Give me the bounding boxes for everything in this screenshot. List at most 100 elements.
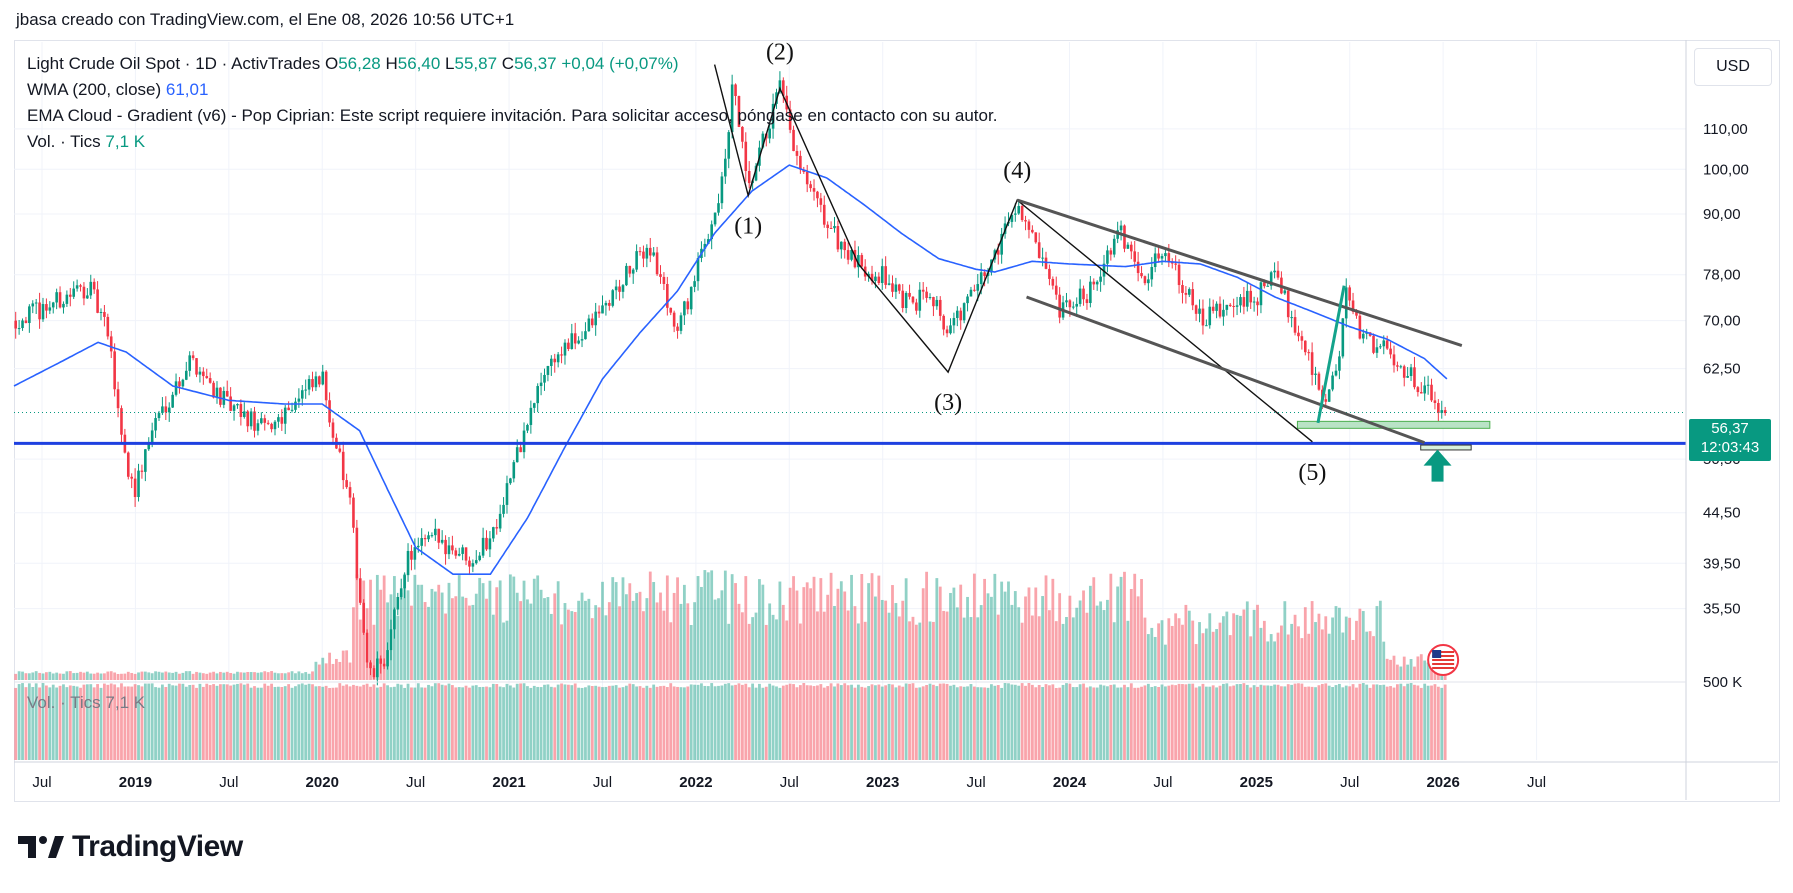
candle-body [734,84,737,97]
volume-pane-bar [1068,683,1072,760]
candle-body [546,365,550,375]
volume-bar [972,573,976,680]
legend-volume-pane[interactable]: Vol. · Tics 7,1 K [27,693,145,713]
volume-pane-bar [314,686,318,760]
volume-pane-bar [1399,683,1403,760]
legend-volume[interactable]: Vol. · Tics 7,1 K [27,132,145,152]
volume-pane-bar [744,683,748,760]
candle-body [1051,278,1055,286]
candle-body [959,310,963,321]
volume-pane-bar [174,685,178,760]
volume-pane-bar [655,686,659,760]
candle-body [932,297,935,307]
high-label: H [385,54,398,73]
candle-body [522,430,526,453]
volume-pane-bar [1126,687,1130,760]
volume-bar [795,590,799,680]
volume-pane-bar [1153,686,1157,760]
volume-bar [911,616,915,680]
volume-pane-bar [471,685,475,760]
volume-pane-bar [239,683,243,760]
volume-pane-bar [242,684,246,760]
volume-bar [710,570,714,680]
volume-pane-bar [365,683,369,760]
volume-pane-bar [860,686,864,760]
volume-pane-bar [1358,683,1362,760]
volume-bar [1194,644,1198,680]
candle-body [14,320,18,329]
volume-bar [536,575,540,680]
candle-body [181,379,185,387]
volume-pane-bar [1297,683,1300,760]
volume-pane-bar [1218,685,1222,760]
volume-pane-bar [433,683,437,760]
volume-pane-bar [819,684,823,760]
volume-pane-bar [785,684,789,760]
x-tick-label: Jul [1340,774,1359,791]
volume-pane-bar [1249,687,1253,760]
candle-body [638,251,642,253]
volume-bar [116,673,120,680]
volume-label: Vol. · Tics [27,132,101,151]
volume-pane-bar [966,686,969,760]
candle-body [928,297,932,299]
volume-pane-bar [624,685,628,760]
volume-bar [720,590,724,680]
candle-body [307,379,311,390]
volume-bar [1290,623,1294,680]
candle-body [198,371,202,375]
volume-bar [798,623,802,680]
candle-body [498,513,502,529]
volume-pane-bar [1280,686,1283,760]
volume-pane-bar [454,687,458,760]
volume-bar [1150,627,1154,680]
legend-wma[interactable]: WMA (200, close) 61,01 [27,80,208,100]
volume-pane-bar [222,684,226,760]
candle-body [242,411,246,417]
volume-pane-bar [553,687,557,760]
volume-pane-bar [147,683,151,760]
volume-pane-bar [573,683,577,760]
volume-bar [1361,611,1365,680]
volume-pane-bar [1157,686,1160,760]
volume-bar [372,624,376,680]
volume-pane-bar [150,683,154,760]
legend-ema-cloud[interactable]: EMA Cloud - Gradient (v6) - Pop Ciprian:… [27,106,997,126]
volume-bar [1426,662,1430,680]
volume-bar [1365,631,1369,680]
currency-button[interactable]: USD [1694,48,1772,86]
volume-bar [1314,622,1317,680]
volume-bar [1109,573,1113,680]
volume-bar [662,610,666,680]
volume-bar [1007,581,1010,680]
candle-body [1119,225,1123,231]
candle-body [457,553,461,556]
volume-bar [1355,620,1358,680]
volume-bar [495,587,499,680]
volume-bar [1406,664,1410,680]
volume-bar [990,596,993,680]
volume-pane-bar [31,687,35,760]
volume-pane-bar [577,687,581,760]
volume-bar [280,673,284,680]
volume-bar [945,611,949,680]
volume-bar [928,621,932,680]
volume-pane-bar [1116,687,1120,760]
volume-bar [253,672,256,680]
tradingview-logo[interactable]: TradingView [18,830,243,864]
volume-pane-bar [938,683,942,760]
volume-pane-bar [116,687,120,760]
volume-bar [877,575,881,680]
candle-body [1198,308,1201,314]
candle-body [1396,365,1399,367]
candle-body [1201,308,1205,326]
volume-bar [1167,618,1171,680]
volume-bar [433,591,437,680]
legend-symbol-line[interactable]: Light Crude Oil Spot · 1D · ActivTrades … [27,54,679,74]
candle-body [195,358,198,375]
x-tick-label: Jul [1527,774,1546,791]
volume-pane-bar [1389,686,1392,760]
volume-bar [1297,626,1300,680]
volume-bar [512,576,516,680]
